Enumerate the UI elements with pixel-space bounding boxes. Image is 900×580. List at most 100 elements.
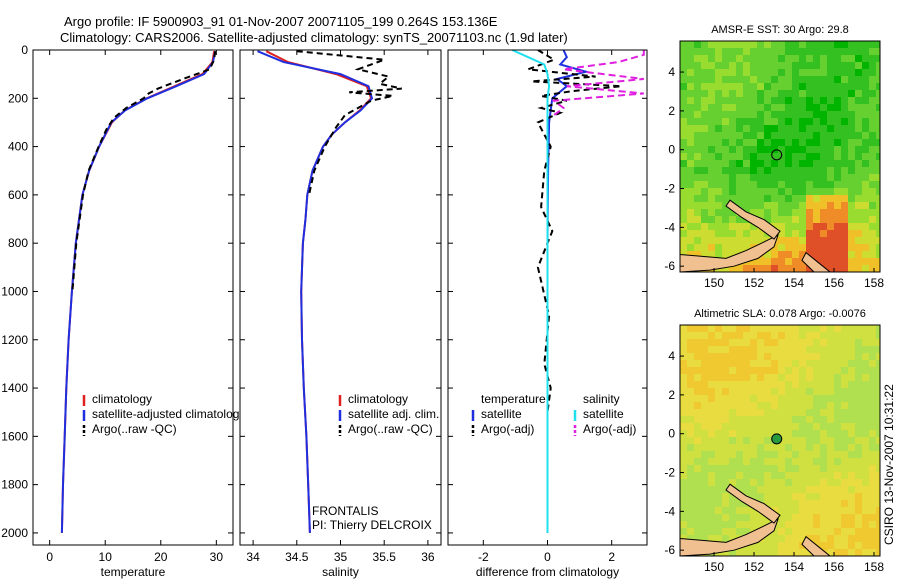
map-cell [876, 535, 880, 543]
map-cell [799, 507, 807, 515]
map-cell [876, 472, 880, 480]
map-cell [841, 374, 849, 382]
map-cell [708, 346, 716, 354]
map-cell [729, 465, 737, 473]
map-cell [827, 500, 835, 508]
map-cell [757, 409, 765, 417]
map-cell [827, 521, 835, 529]
map-cell [848, 258, 856, 266]
map-cell [820, 479, 828, 487]
map-cell [687, 339, 695, 347]
map-cell [778, 514, 786, 522]
map-cell [694, 535, 702, 543]
map-cell [757, 41, 765, 49]
map-cell [715, 409, 723, 417]
map-cell [722, 346, 730, 354]
map-cell [820, 258, 828, 266]
map-cell [827, 174, 835, 182]
map-x-tick-label: 158 [864, 560, 884, 574]
map-cell [729, 423, 737, 431]
map-cell [750, 174, 758, 182]
map-cell [876, 549, 880, 556]
map-cell [708, 69, 716, 77]
map-cell [708, 76, 716, 84]
map-cell [736, 90, 744, 98]
map-cell [729, 153, 737, 161]
map-cell [785, 97, 793, 105]
map-cell [729, 479, 737, 487]
map-cell [841, 360, 849, 368]
map-cell [750, 458, 758, 466]
map-cell [715, 325, 723, 333]
map-cell [799, 111, 807, 119]
map-cell [827, 125, 835, 133]
x-tick-label: 35 [334, 550, 348, 564]
map-cell [827, 104, 835, 112]
map-cell [792, 181, 800, 189]
map-cell [848, 209, 856, 217]
map-cell [806, 535, 814, 543]
map-cell [715, 188, 723, 196]
map-y-tick-label: -6 [664, 259, 675, 273]
map-cell [834, 195, 842, 203]
map-cell [813, 76, 821, 84]
map-cell [862, 90, 870, 98]
map-cell [848, 265, 856, 272]
map-cell [715, 353, 723, 361]
map-cell [722, 160, 730, 168]
map-cell [876, 125, 880, 133]
map-cell [778, 353, 786, 361]
map-cell [827, 160, 835, 168]
map-cell [701, 83, 709, 91]
map-cell [792, 244, 800, 252]
map-cell [876, 195, 880, 203]
map-cell [708, 507, 716, 515]
map-cell [680, 69, 688, 77]
map-cell [708, 202, 716, 210]
map-title: Altimetric SLA: 0.078 Argo: -0.0076 [694, 308, 866, 320]
map-x-tick-label: 156 [824, 560, 844, 574]
map-frame [679, 40, 881, 273]
map-cell [848, 139, 856, 147]
map-cell [876, 339, 880, 347]
map-cell [813, 90, 821, 98]
map-cell [715, 395, 723, 403]
map-cell [876, 209, 880, 217]
map-cell [687, 367, 695, 375]
map-cell [806, 332, 814, 340]
map-cell [792, 339, 800, 347]
map-cell [785, 104, 793, 112]
map-cell [799, 167, 807, 175]
map-cell [834, 528, 842, 536]
map-cell [799, 486, 807, 494]
map-cell [813, 339, 821, 347]
map-cell [715, 174, 723, 182]
map-cell [778, 223, 786, 231]
map-cell [869, 230, 877, 238]
map-cell [687, 514, 695, 522]
map-cell [785, 62, 793, 70]
series-line-climatology [60, 51, 216, 533]
map-cell [806, 500, 814, 508]
map-cell [722, 153, 730, 161]
map-cell [694, 76, 702, 84]
map-cell [848, 97, 856, 105]
map-cell [680, 97, 688, 105]
map-cell [848, 458, 856, 466]
map-cell [722, 83, 730, 91]
map-cell [778, 237, 786, 245]
map-cell [792, 202, 800, 210]
map-cell [792, 549, 800, 556]
map-cell [708, 41, 716, 49]
map-cell [869, 132, 877, 140]
map-cell [701, 62, 709, 70]
map-cell [876, 55, 880, 63]
map-cell [736, 465, 744, 473]
map-cell [736, 153, 744, 161]
map-cell [757, 230, 765, 238]
map-cell [764, 444, 772, 452]
map-cell [848, 444, 856, 452]
map-cell [813, 325, 821, 333]
map-cell [785, 181, 793, 189]
map-cell [715, 76, 723, 84]
